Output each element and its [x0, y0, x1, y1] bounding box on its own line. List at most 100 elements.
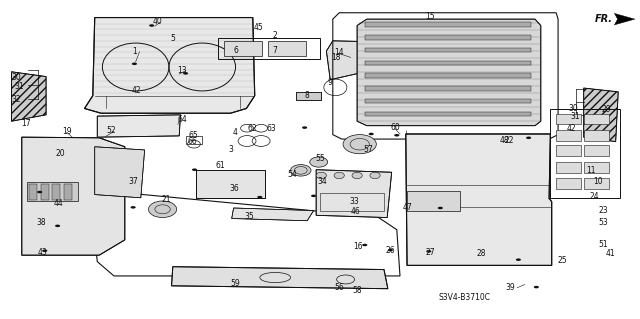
Polygon shape [406, 134, 552, 265]
Ellipse shape [310, 157, 328, 167]
Text: 44: 44 [54, 199, 64, 208]
Ellipse shape [352, 172, 362, 179]
Bar [365, 61, 531, 65]
Bar [365, 73, 531, 78]
Text: FR.: FR. [595, 14, 613, 24]
Text: 42: 42 [566, 124, 577, 133]
Text: 14: 14 [334, 48, 344, 57]
Circle shape [132, 63, 137, 65]
Bar [365, 86, 531, 91]
Text: 42: 42 [131, 86, 141, 95]
Ellipse shape [291, 165, 311, 176]
Text: 20: 20 [56, 149, 66, 158]
Circle shape [257, 196, 262, 198]
Circle shape [426, 250, 431, 253]
Text: 62: 62 [247, 124, 257, 133]
Text: 8: 8 [305, 91, 310, 100]
Bar [196, 170, 265, 198]
Polygon shape [614, 13, 635, 25]
Bar [29, 184, 37, 200]
Text: 28: 28 [477, 249, 486, 258]
Bar [365, 35, 531, 40]
Circle shape [42, 249, 47, 252]
Text: 37: 37 [128, 177, 138, 186]
Text: 18: 18 [332, 53, 340, 62]
Text: 36: 36 [229, 184, 239, 193]
Polygon shape [357, 19, 541, 126]
Polygon shape [326, 41, 362, 80]
Text: 56: 56 [334, 283, 344, 292]
Bar [550, 109, 620, 198]
Text: 32: 32 [12, 95, 22, 104]
Text: 38: 38 [36, 218, 47, 227]
Text: 4: 4 [233, 128, 238, 137]
Bar [41, 184, 49, 200]
Text: 40: 40 [152, 17, 163, 26]
Text: 45: 45 [253, 23, 264, 32]
Circle shape [516, 258, 521, 261]
Text: S3V4-B3710C: S3V4-B3710C [438, 293, 491, 302]
Text: 53: 53 [598, 218, 608, 226]
Text: 41: 41 [605, 249, 616, 258]
Bar [52, 184, 60, 200]
Bar [584, 162, 609, 173]
Text: 30: 30 [12, 73, 22, 82]
Ellipse shape [370, 172, 380, 179]
Bar [584, 145, 609, 156]
Text: 17: 17 [20, 119, 31, 128]
Circle shape [362, 244, 367, 246]
Text: 48: 48 [499, 137, 509, 145]
Circle shape [183, 72, 188, 75]
Circle shape [534, 286, 539, 288]
Text: 47: 47 [402, 203, 412, 212]
Text: 6: 6 [233, 46, 238, 55]
Text: 54: 54 [287, 170, 297, 179]
Text: 11: 11 [587, 166, 596, 175]
Text: 24: 24 [589, 192, 599, 201]
Text: 43: 43 [37, 248, 47, 257]
Text: 30: 30 [568, 104, 578, 113]
Circle shape [149, 24, 154, 27]
Circle shape [55, 225, 60, 227]
Bar [186, 136, 202, 144]
Circle shape [438, 207, 443, 209]
Text: 63: 63 [266, 124, 276, 133]
Text: 22: 22 [505, 137, 514, 145]
Text: 39: 39 [506, 283, 516, 292]
Text: 13: 13 [177, 66, 188, 75]
Text: 15: 15 [425, 12, 435, 21]
Text: 58: 58 [352, 286, 362, 295]
Polygon shape [232, 208, 314, 221]
Text: 60: 60 [390, 123, 400, 132]
Bar [196, 170, 265, 198]
Circle shape [369, 133, 374, 135]
Text: 31: 31 [570, 112, 580, 121]
Text: 1: 1 [132, 47, 137, 56]
Text: 46: 46 [351, 207, 361, 216]
Text: 51: 51 [598, 241, 608, 249]
Polygon shape [584, 88, 618, 142]
Ellipse shape [334, 172, 344, 179]
Text: 2: 2 [273, 31, 278, 40]
Polygon shape [97, 115, 180, 137]
Ellipse shape [148, 201, 177, 218]
Polygon shape [12, 72, 46, 121]
Circle shape [302, 126, 307, 129]
Text: 23: 23 [598, 206, 608, 215]
Circle shape [131, 206, 136, 209]
Text: 31: 31 [14, 82, 24, 91]
Text: 55: 55 [315, 154, 325, 163]
Text: 27: 27 [425, 248, 435, 256]
Text: 25: 25 [557, 256, 567, 265]
Polygon shape [95, 147, 145, 198]
Text: 26: 26 [385, 246, 396, 255]
Circle shape [37, 191, 42, 193]
Bar [224, 41, 262, 56]
Text: 52: 52 [106, 126, 116, 135]
Bar [296, 92, 321, 100]
Circle shape [388, 249, 393, 251]
Bar [584, 130, 609, 141]
Text: 66: 66 [187, 137, 197, 146]
Bar [556, 162, 581, 173]
Polygon shape [316, 170, 392, 218]
